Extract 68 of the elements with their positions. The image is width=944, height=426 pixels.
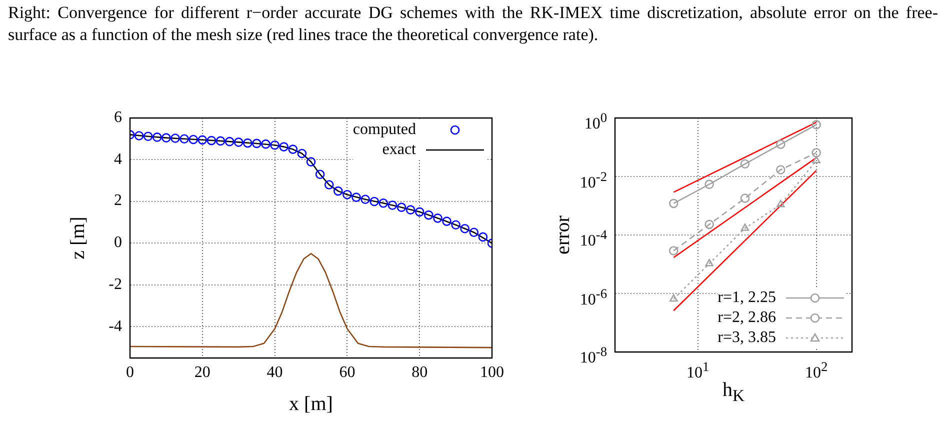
- point: [198, 135, 208, 145]
- y-tick-label: 10$^{-6}$: [580, 284, 607, 309]
- x-tick-label: 20: [193, 364, 212, 382]
- point: [324, 180, 334, 190]
- x-axis-title: x [m]: [288, 392, 334, 416]
- x-tick-label: 60: [338, 364, 356, 382]
- point: [243, 138, 252, 148]
- x-tick-label: 40: [266, 364, 284, 382]
- y-tick-label: 4: [114, 150, 122, 169]
- point: [188, 134, 198, 144]
- point: [234, 138, 244, 147]
- point: [224, 136, 234, 146]
- point: [378, 198, 388, 208]
- point: [143, 132, 153, 142]
- x-tick-label: 10$^{2}$: [804, 358, 829, 382]
- point: [252, 138, 262, 148]
- legend-label: r=1, 2.25: [718, 288, 776, 308]
- point: [451, 220, 460, 230]
- point: [288, 144, 298, 154]
- legend-label: r=2, 2.86: [718, 308, 776, 328]
- point: [342, 190, 352, 200]
- x-tick-label: 10$^{1}$: [686, 359, 710, 382]
- point: [315, 170, 325, 179]
- point: [297, 148, 307, 158]
- point: [370, 196, 379, 206]
- legend-label: exact: [382, 140, 416, 160]
- x-axis-title: h$_{K}$: [722, 379, 745, 405]
- point: [396, 202, 406, 212]
- y-tick-label: 6: [114, 109, 122, 127]
- point: [433, 214, 442, 223]
- legend-label: computed: [352, 120, 416, 140]
- legend-label: r=3, 3.85: [718, 328, 776, 348]
- point: [152, 132, 162, 142]
- point: [360, 194, 370, 204]
- point: [279, 142, 288, 152]
- y-tick-label: 2: [114, 192, 122, 210]
- text: Right: Convergence for different r−order accurate DG schemes with the RK-IMEX time discretization, absolute error on the free-surface as a function of the mesh size (red lines trace the theoretical convergence rate).: [8, 2, 938, 46]
- y-tick-label: -2: [108, 276, 122, 294]
- y-axis-title: error: [551, 214, 575, 256]
- y-tick-label: 10$^{0}$: [584, 109, 607, 134]
- y-tick-label: 10$^{-2}$: [580, 168, 607, 192]
- point: [469, 228, 479, 238]
- point: [216, 136, 226, 146]
- point: [180, 134, 189, 144]
- x-tick-label: 0: [125, 364, 135, 382]
- y-tick-label: 10$^{-4}$: [580, 226, 607, 250]
- point: [206, 136, 216, 146]
- x-tick-label: 100: [479, 364, 505, 382]
- point: [261, 139, 270, 149]
- point: [460, 224, 470, 234]
- y-tick-label: 10$^{-8}$: [580, 343, 607, 368]
- point: [424, 210, 434, 220]
- point: [334, 186, 343, 196]
- point: [306, 157, 316, 166]
- y-tick-label: 0: [114, 234, 122, 252]
- point: [162, 133, 171, 142]
- point: [270, 140, 280, 150]
- point: [478, 232, 488, 242]
- point: [442, 216, 452, 226]
- point: [134, 131, 144, 140]
- y-axis-title: z [m]: [66, 216, 90, 262]
- point: [414, 207, 424, 217]
- x-tick-label: 80: [410, 364, 429, 382]
- point: [170, 134, 180, 143]
- point: [406, 205, 416, 214]
- y-tick-label: -4: [108, 318, 122, 336]
- point: [352, 192, 361, 202]
- point: [388, 200, 398, 210]
